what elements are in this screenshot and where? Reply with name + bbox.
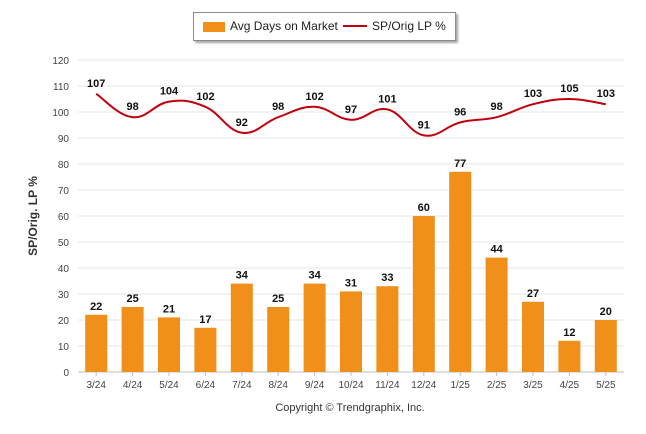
line-value-label: 96 bbox=[454, 106, 466, 118]
bar bbox=[230, 283, 253, 372]
line-value-label: 105 bbox=[560, 83, 578, 95]
bar bbox=[412, 216, 435, 372]
x-tick-label: 9/24 bbox=[305, 380, 325, 391]
y-tick-label: 10 bbox=[58, 342, 70, 353]
legend-line-swatch bbox=[343, 25, 367, 27]
line-value-label: 102 bbox=[305, 91, 323, 103]
bar bbox=[558, 340, 581, 372]
x-tick-label: 3/24 bbox=[86, 380, 106, 391]
line-value-label: 104 bbox=[160, 86, 179, 98]
bar bbox=[485, 257, 508, 372]
bar bbox=[449, 171, 472, 372]
bar-value-label: 60 bbox=[418, 202, 430, 214]
bar bbox=[340, 291, 362, 372]
x-tick-label: 10/24 bbox=[338, 380, 363, 391]
bar-value-label: 12 bbox=[563, 327, 575, 339]
y-tick-label: 50 bbox=[58, 238, 70, 249]
line-value-label: 103 bbox=[524, 88, 542, 100]
bar bbox=[376, 286, 399, 372]
bar-value-label: 34 bbox=[236, 270, 249, 282]
bar bbox=[158, 317, 180, 372]
y-tick-label: 90 bbox=[58, 134, 70, 145]
x-tick-label: 4/24 bbox=[123, 380, 143, 391]
y-tick-label: 20 bbox=[58, 316, 70, 327]
line-value-label: 98 bbox=[272, 101, 284, 113]
bar-value-label: 20 bbox=[600, 306, 612, 318]
y-tick-label: 40 bbox=[58, 264, 70, 275]
line-value-label: 102 bbox=[196, 91, 214, 103]
bar bbox=[121, 307, 144, 372]
x-tick-label: 8/24 bbox=[268, 380, 288, 391]
x-tick-label: 5/25 bbox=[596, 380, 616, 391]
bar-value-label: 77 bbox=[454, 158, 466, 170]
y-tick-label: 70 bbox=[58, 186, 70, 197]
line-value-label: 91 bbox=[418, 119, 430, 131]
bar bbox=[194, 327, 217, 372]
y-tick-label: 80 bbox=[58, 160, 70, 171]
x-tick-label: 12/24 bbox=[411, 380, 436, 391]
bar-value-label: 31 bbox=[345, 277, 357, 289]
line-value-label: 98 bbox=[126, 101, 138, 113]
y-tick-label: 60 bbox=[58, 212, 70, 223]
x-tick-label: 6/24 bbox=[196, 380, 216, 391]
legend-bar-swatch bbox=[203, 22, 225, 32]
x-tick-label: 3/25 bbox=[523, 380, 543, 391]
bar bbox=[85, 314, 108, 372]
line-value-label: 97 bbox=[345, 104, 357, 116]
legend-line-label: SP/Orig LP % bbox=[372, 19, 446, 33]
bar-value-label: 21 bbox=[163, 303, 175, 315]
line-value-label: 92 bbox=[236, 117, 248, 129]
bar-value-label: 25 bbox=[272, 293, 284, 305]
y-tick-label: 30 bbox=[58, 290, 70, 301]
line-value-label: 101 bbox=[378, 93, 396, 105]
line-value-label: 98 bbox=[490, 101, 502, 113]
x-tick-label: 5/24 bbox=[159, 380, 179, 391]
bar-value-label: 33 bbox=[381, 272, 393, 284]
x-tick-label: 1/25 bbox=[450, 380, 470, 391]
bar-value-label: 27 bbox=[527, 288, 539, 300]
line-value-label: 103 bbox=[597, 88, 615, 100]
copyright-text: Copyright © Trendgraphix, Inc. bbox=[275, 402, 425, 414]
x-tick-label: 7/24 bbox=[232, 380, 252, 391]
bar bbox=[522, 301, 544, 372]
bar bbox=[594, 320, 617, 372]
bar-value-label: 34 bbox=[308, 270, 321, 282]
y-tick-label: 0 bbox=[63, 368, 69, 379]
x-tick-label: 2/25 bbox=[487, 380, 507, 391]
bar-value-label: 17 bbox=[199, 314, 211, 326]
bar-value-label: 44 bbox=[490, 244, 503, 256]
y-tick-label: 110 bbox=[53, 82, 69, 93]
bar-value-label: 25 bbox=[126, 293, 138, 305]
line-value-label: 107 bbox=[87, 78, 105, 90]
sp-orig-lp-line bbox=[95, 92, 606, 137]
legend-bar-label: Avg Days on Market bbox=[230, 19, 338, 33]
bar-value-label: 22 bbox=[90, 301, 102, 313]
bar bbox=[267, 307, 290, 372]
x-tick-label: 4/25 bbox=[560, 380, 580, 391]
x-tick-label: 11/24 bbox=[375, 380, 400, 391]
legend: Avg Days on Market SP/Orig LP % bbox=[193, 12, 456, 41]
bar bbox=[303, 283, 326, 372]
y-axis-label: SP/Orig. LP % bbox=[26, 176, 40, 256]
y-tick-label: 100 bbox=[52, 108, 69, 119]
y-tick-label: 120 bbox=[52, 56, 69, 67]
